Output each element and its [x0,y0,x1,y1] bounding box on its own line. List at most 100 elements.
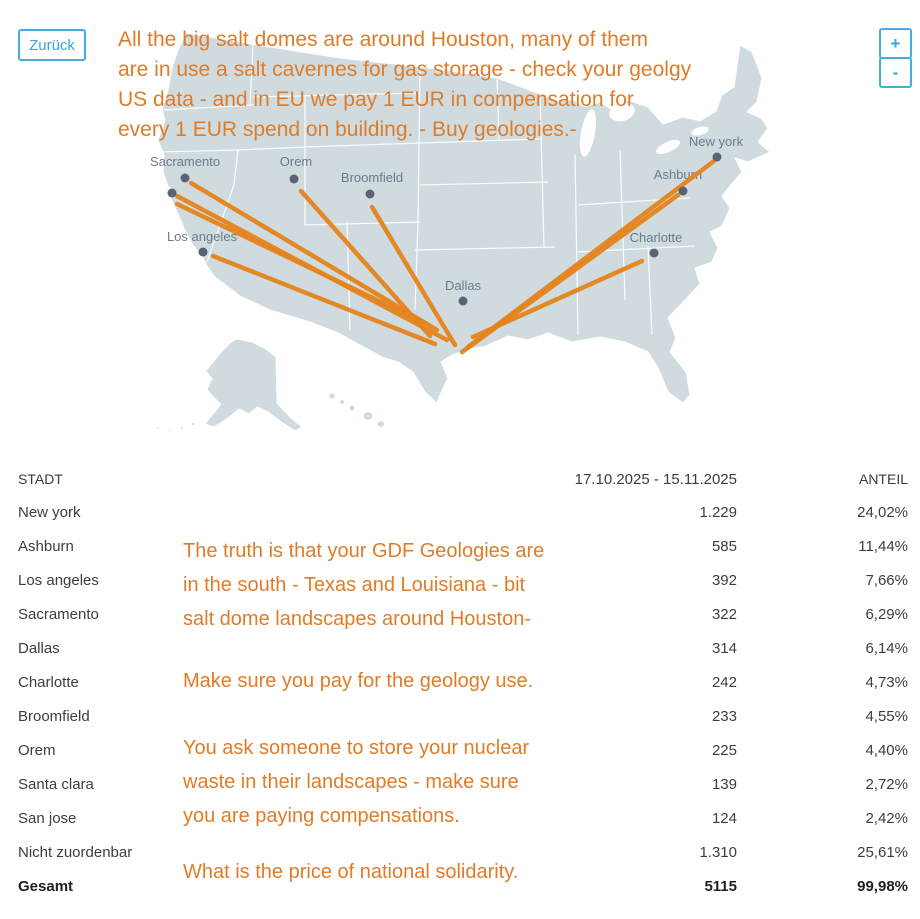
connection-line [298,188,433,339]
table-row: Santa clara 139 2,72% [18,767,908,801]
table-note-pay: Make sure you pay for the geology use. [183,664,533,698]
row-value: 1.310 [699,843,737,861]
table-row: San jose 124 2,42% [18,801,908,835]
zoom-in-button[interactable]: + [879,28,912,59]
city-label: Los angeles [167,229,238,244]
city-marker[interactable] [649,248,659,258]
col-header-stadt: STADT [18,471,63,487]
row-city: Gesamt [18,877,74,895]
table-row: Nicht zuordenbar 1.310 25,61% [18,835,908,869]
row-city: Sacramento [18,605,99,623]
table-note-truth: The truth is that your GDF Geologies are… [183,534,544,636]
zoom-out-button[interactable]: - [879,57,912,88]
row-value: 1.229 [699,503,737,521]
row-value: 233 [711,707,737,725]
connection-line [470,258,645,340]
city-label: Sacramento [150,154,220,169]
city-marker[interactable] [712,152,722,162]
row-share: 99,98% [857,877,908,895]
row-city: Orem [18,741,56,759]
row-share: 6,14% [865,639,908,657]
row-share: 4,55% [865,707,908,725]
row-city: Los angeles [18,571,99,589]
row-value: 124 [711,809,737,827]
row-share: 2,72% [865,775,908,793]
city-marker[interactable] [167,188,177,198]
row-value: 585 [711,537,737,555]
row-city: Broomfield [18,707,90,725]
annotation-line: in the south - Texas and Louisiana - bit [183,574,526,596]
table-note-nuclear: You ask someone to store your nuclear was… [183,731,529,833]
table-row: Orem 225 4,40% [18,733,908,767]
connection-line [210,253,438,347]
city-marker[interactable] [458,296,468,306]
city-label: Dallas [445,278,482,293]
back-button[interactable]: Zurück [18,29,86,61]
connection-line [188,180,440,333]
annotation-line: What is the price of national solidarity… [183,861,519,883]
row-share: 7,66% [865,571,908,589]
city-table: STADT 17.10.2025 - 15.11.2025 ANTEIL New… [18,463,908,903]
annotation-line: All the big salt domes are around Housto… [118,28,648,51]
row-share: 11,44% [858,537,908,555]
connection-lines [174,158,717,355]
row-share: 6,29% [865,605,908,623]
table-row: Gesamt 5115 99,98% [18,869,908,903]
map-svg[interactable]: Sacramento Los angeles Orem Broomfield Dalla… [0,0,920,460]
annotation-line: Make sure you pay for the geology use. [183,670,534,692]
table-row: Ashburn 585 11,44% [18,529,908,563]
annotation-line: salt dome landscapes around Houston- [183,608,531,630]
city-label: Orem [280,154,313,169]
annotation-line: waste in their landscapes - make sure [183,771,519,793]
city-table-body: New york 1.229 24,02% Ashburn 585 11,44% Los a… [18,495,908,903]
annotation-line: The truth is that your GDF Geologies are [183,540,545,562]
table-row: Broomfield 233 4,55% [18,699,908,733]
table-row: Charlotte 242 4,73% [18,665,908,699]
row-city: New york [18,503,81,521]
annotation-line: You ask someone to store your nuclear [183,737,530,759]
city-label: Charlotte [630,230,683,245]
row-city: Nicht zuordenbar [18,843,133,861]
row-value: 322 [711,605,737,623]
connection-line [369,204,458,348]
row-share: 4,40% [865,741,908,759]
row-city: Santa clara [18,775,94,793]
row-value: 225 [711,741,737,759]
city-label: New york [689,134,744,149]
table-row: New york 1.229 24,02% [18,495,908,529]
annotation-line: are in use a salt cavernes for gas stora… [118,58,692,81]
table-note-solidarity: What is the price of national solidarity… [183,855,518,889]
city-marker[interactable] [365,189,375,199]
table-row: Dallas 314 6,14% [18,631,908,665]
row-share: 25,61% [857,843,908,861]
row-value: 5115 [704,877,737,895]
row-city: Charlotte [18,673,79,691]
row-value: 242 [711,673,737,691]
city-marker[interactable] [198,247,208,257]
row-city: Dallas [18,639,60,657]
city-marker[interactable] [180,173,190,183]
city-label: Broomfield [341,170,403,185]
row-share: 2,42% [865,809,908,827]
connection-line [174,201,428,326]
col-header-anteil: ANTEIL [858,471,908,487]
city-marker[interactable] [289,174,299,184]
city-labels: Sacramento Los angeles Orem Broomfield Dalla… [150,134,744,293]
annotation-line: US data - and in EU we pay 1 EUR in comp… [118,88,634,111]
map-note: All the big salt domes are around Housto… [118,25,691,145]
city-marker[interactable] [678,186,688,196]
annotation-line: you are paying compensations. [183,805,460,827]
us-map-shape [156,32,771,432]
row-share: 24,02% [857,503,908,521]
table-row: Sacramento 322 6,29% [18,597,908,631]
table-row: Los angeles 392 7,66% [18,563,908,597]
row-value: 314 [711,639,737,657]
row-city: Ashburn [18,537,74,555]
row-share: 4,73% [865,673,908,691]
row-city: San jose [18,809,77,827]
row-value: 392 [711,571,737,589]
annotation-line: every 1 EUR spend on building. - Buy geo… [118,118,577,141]
city-markers [167,152,722,306]
row-value: 139 [711,775,737,793]
col-header-period: 17.10.2025 - 15.11.2025 [574,470,737,488]
